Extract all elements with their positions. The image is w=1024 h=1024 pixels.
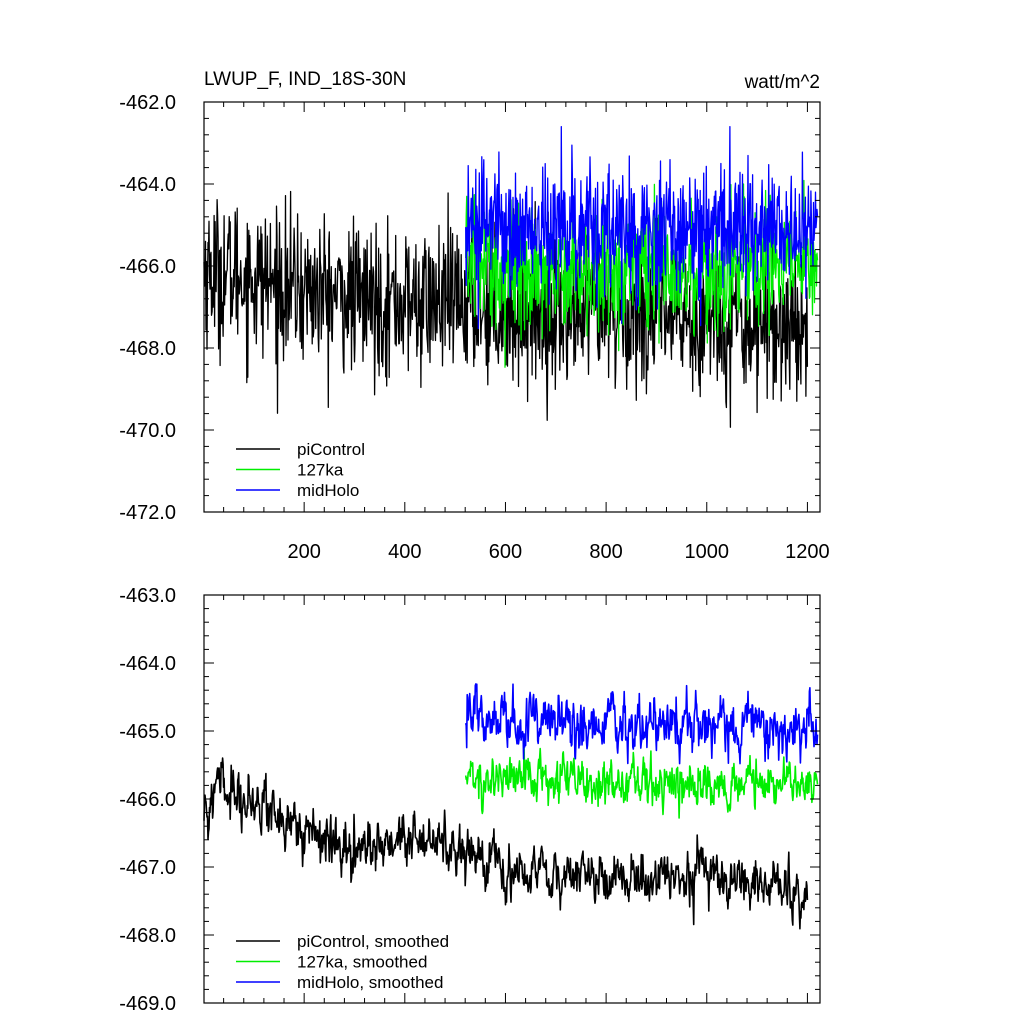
y-tick-label: -464.0 — [119, 653, 176, 675]
y-tick-label: -465.0 — [119, 721, 176, 743]
y-tick-label: -467.0 — [119, 857, 176, 879]
x-tick-label: 800 — [589, 541, 622, 563]
y-tick-label: -469.0 — [119, 993, 176, 1015]
series-line-piControl — [203, 757, 809, 930]
legend-label-127ka: 127ka — [297, 461, 344, 480]
y-tick-label: -466.0 — [119, 256, 176, 278]
plot-frame — [203, 101, 821, 513]
x-tick-label: 200 — [287, 541, 320, 563]
series-line-127ka — [465, 179, 819, 368]
legend-label-piControl: piControl — [297, 440, 365, 459]
y-tick-label: -472.0 — [119, 502, 176, 524]
chart-title: LWUP_F, IND_18S-30N — [204, 69, 406, 90]
y-tick-label: -464.0 — [119, 174, 176, 196]
x-tick-label: 400 — [388, 541, 421, 563]
y-tick-label: -466.0 — [119, 789, 176, 811]
x-tick-label: 600 — [489, 541, 522, 563]
y-tick-label: -468.0 — [119, 925, 176, 947]
bottom-panel: -469.0 -468.0 -467.0 -466.0 -465.0 -464.0 -463… — [119, 585, 821, 1015]
legend-label-midHolo: midHolo, smoothed — [297, 973, 443, 992]
units-label: watt/m^2 — [744, 72, 820, 93]
y-tick-label: -463.0 — [119, 585, 176, 607]
x-tick-label: 1000 — [685, 541, 730, 563]
legend-label-midHolo: midHolo — [297, 481, 359, 500]
y-tick-label: -470.0 — [119, 420, 176, 442]
series-line-127ka — [464, 747, 819, 819]
top-panel: -472.0 -470.0 -468.0 -466.0 -464.0 -462.0 200 4… — [119, 92, 829, 563]
legend-label-127ka: 127ka, smoothed — [297, 953, 427, 972]
y-tick-label: -468.0 — [119, 338, 176, 360]
y-tick-label: -462.0 — [119, 92, 176, 114]
series-line-midHolo — [464, 683, 819, 765]
x-tick-label: 1200 — [785, 541, 830, 563]
series-line-midHolo — [465, 125, 819, 330]
legend-label-piControl: piControl, smoothed — [297, 932, 449, 951]
